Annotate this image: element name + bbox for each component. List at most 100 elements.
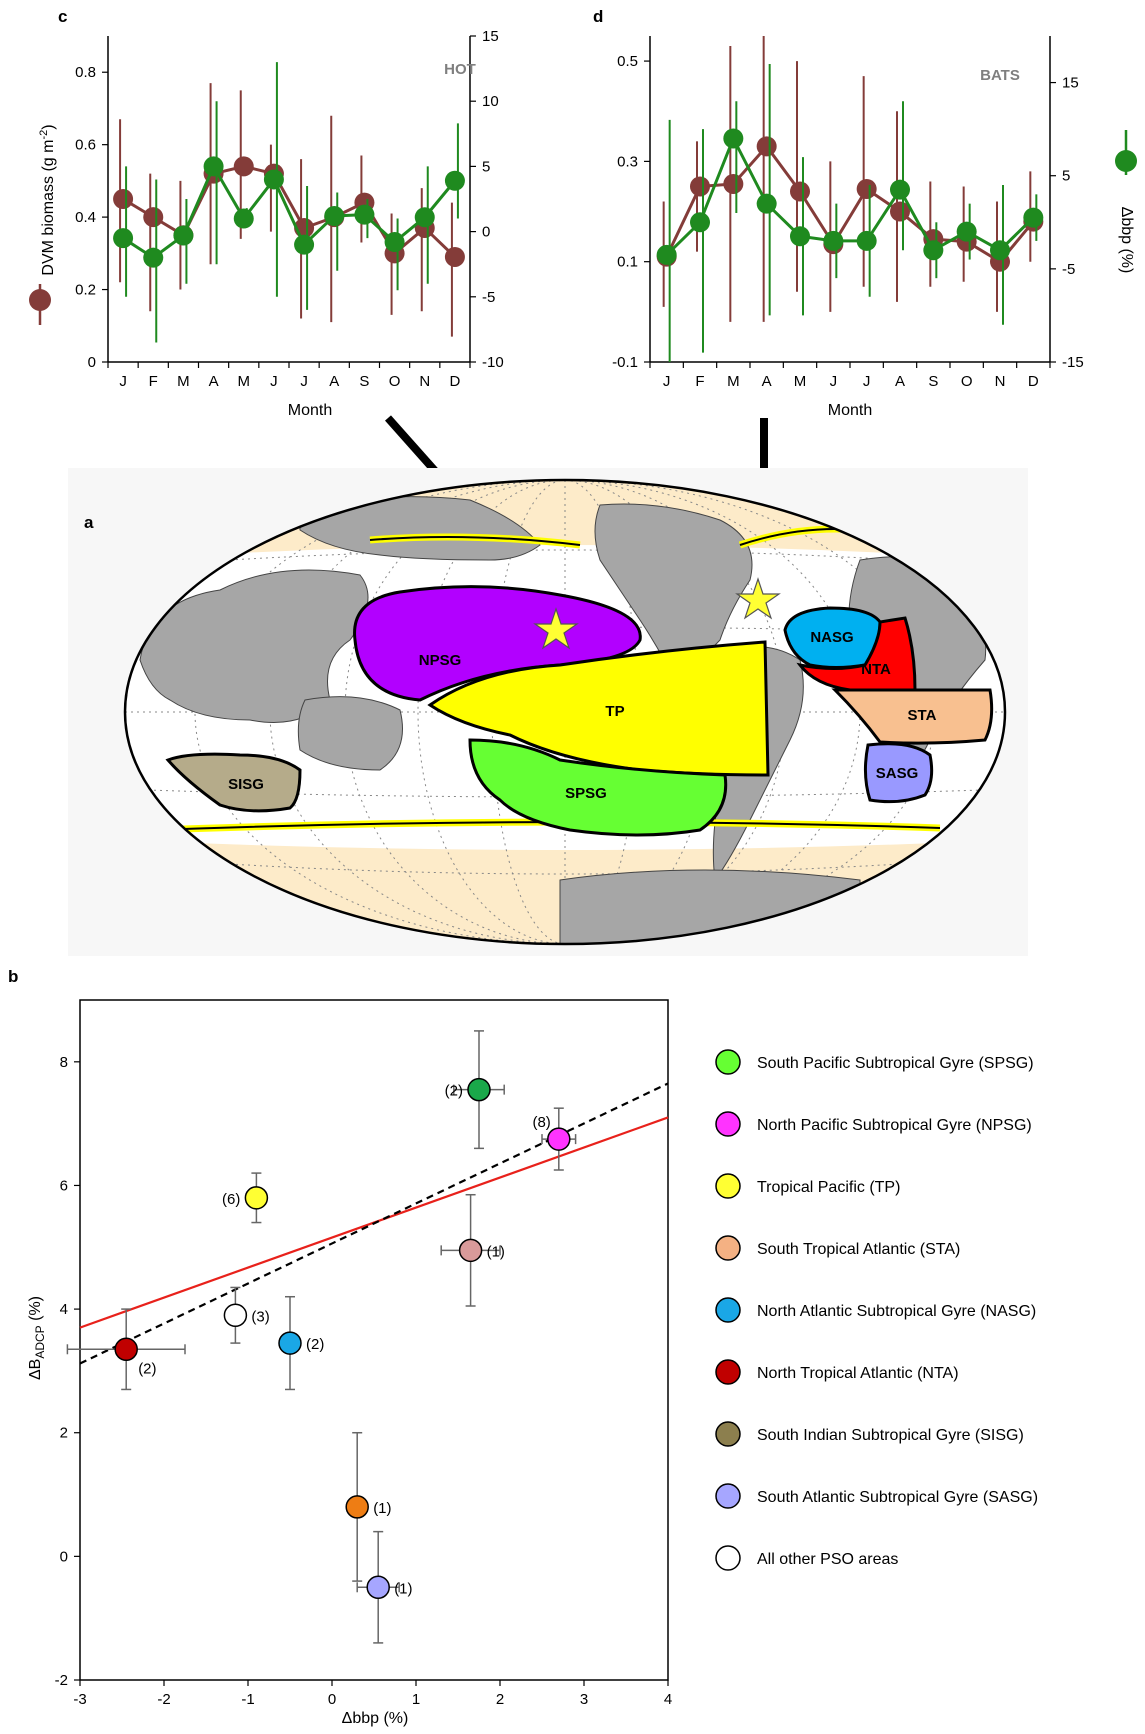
- panel-c-right-tick-label: -5: [482, 289, 495, 306]
- panel-d-bbp-point: [756, 193, 777, 214]
- scatter-point-group: (8): [532, 1107, 577, 1171]
- region-label-sasg: SASG: [876, 765, 919, 782]
- panel-c-left-tick-label: 0: [88, 354, 96, 371]
- panel-c-bbp-point: [113, 228, 134, 249]
- panel-d-right-tick-label: 5: [1062, 168, 1070, 185]
- land-siberia: [299, 496, 541, 561]
- panel-c-bbp-point: [294, 234, 315, 255]
- panel-b-x-tick-label: -1: [241, 1691, 254, 1708]
- scatter-point: [366, 1575, 390, 1600]
- panel-d-bbp-point: [856, 230, 877, 251]
- panel-c-dvm-point: [143, 207, 164, 228]
- legend-item: South Tropical Atlantic (STA): [715, 1235, 960, 1261]
- panel-d-bbp-point: [823, 230, 844, 251]
- panel-c-ylabel-left-sup: -2: [38, 130, 50, 140]
- panel-d-bats-chart: d -0.1 0.1 0.3 0.5 -15 -5 5 15 J F M A M J J A S O N D BATS…: [593, 7, 1137, 419]
- panel-b-ylabel-suffix: (%): [27, 1296, 44, 1325]
- panel-c-bbp-point: [203, 156, 224, 177]
- panel-d-dvm-point: [690, 176, 710, 197]
- panel-d-month-label: J: [663, 373, 671, 390]
- scatter-point-group: (2): [278, 1295, 324, 1391]
- panel-d-month-label: M: [727, 373, 740, 390]
- panel-d-series-bbp: [656, 63, 1044, 362]
- legend-swatch: [715, 1173, 741, 1199]
- panel-c-ylabel-left-suffix: ): [40, 124, 57, 129]
- region-label-sisg: SISG: [228, 776, 264, 793]
- region-sta: [831, 688, 994, 745]
- legend-item: North Tropical Atlantic (NTA): [715, 1359, 959, 1385]
- panel-c-station-tag: HOT: [444, 61, 476, 78]
- panel-d-bbp-point: [990, 240, 1010, 261]
- legend-label: All other PSO areas: [757, 1551, 898, 1568]
- panel-c-right-tick-label: 15: [482, 28, 499, 45]
- panel-d-dvm-point: [723, 173, 744, 194]
- panel-d-right-tick-label: -5: [1062, 261, 1075, 278]
- panel-d-month-label: D: [1028, 373, 1039, 390]
- panel-b-frame: [79, 999, 669, 1681]
- legend-item: North Atlantic Subtropical Gyre (NASG): [715, 1297, 1036, 1323]
- panel-b-x-tick-label: 3: [580, 1691, 588, 1708]
- panel-d-month-label: F: [695, 373, 704, 390]
- bats-station-star: [735, 577, 781, 620]
- scatter-point: [345, 1495, 369, 1519]
- panel-b-fit-lines: [79, 1082, 669, 1365]
- panel-c-month-label: F: [149, 373, 158, 390]
- panel-c-month-label: N: [419, 373, 430, 390]
- legend-label: Tropical Pacific (TP): [757, 1179, 900, 1196]
- scatter-point: [244, 1186, 269, 1210]
- panel-c-bbp-point: [444, 170, 465, 191]
- legend-swatch: [715, 1049, 741, 1075]
- panel-b-ylabel-main: ΔB: [27, 1359, 44, 1380]
- panel-d-month-label: J: [863, 373, 871, 390]
- panel-d-axes: -0.1 0.1 0.3 0.5 -15 -5 5 15 J F M A M J J A S O N D: [612, 36, 1084, 390]
- scatter-point: [547, 1127, 571, 1151]
- panel-d-bbp-legend-marker: [1115, 130, 1137, 175]
- panel-c-month-label: M: [177, 373, 190, 390]
- legend-label: North Tropical Atlantic (NTA): [757, 1365, 959, 1382]
- region-spsg: [468, 738, 728, 837]
- panel-b-x-tick-label: 0: [328, 1691, 336, 1708]
- panel-c-right-tick-label: 10: [482, 93, 499, 110]
- panel-d-ylabel-right: Δbbp (%): [1118, 207, 1135, 274]
- panel-d-left-tick-label: -0.1: [612, 354, 638, 371]
- scatter-point-count-label: (3): [251, 1308, 269, 1325]
- scatter-point-group: (1): [345, 1431, 392, 1582]
- panel-c-bbp-point: [233, 208, 254, 229]
- panel-d-bbp-point: [890, 179, 910, 200]
- legend-item: Tropical Pacific (TP): [715, 1173, 900, 1199]
- bbp-legend-dot: [1115, 150, 1137, 172]
- panel-c-month-label: A: [329, 373, 339, 390]
- scatter-point-count-label: (6): [222, 1191, 240, 1208]
- panel-d-month-label: A: [762, 373, 772, 390]
- legend-swatch: [715, 1235, 741, 1261]
- panel-d-left-tick-label: 0.3: [617, 153, 638, 170]
- region-label-nta: NTA: [861, 661, 891, 678]
- north-pacific-boundary: [369, 535, 581, 546]
- panel-b-y-tick-label: 8: [60, 1054, 68, 1071]
- legend-item: South Atlantic Subtropical Gyre (SASG): [715, 1483, 1038, 1509]
- panel-d-dvm-point: [790, 181, 810, 202]
- panel-c-right-tick-label: -10: [482, 354, 504, 371]
- panel-c-right-tick-label: 5: [482, 158, 490, 175]
- panel-d-month-label: S: [928, 373, 938, 390]
- legend-item: South Indian Subtropical Gyre (SISG): [715, 1421, 1024, 1447]
- fit-line-black: [79, 1082, 669, 1365]
- panel-d-bbp-point: [923, 240, 944, 261]
- legend-label: South Pacific Subtropical Gyre (SPSG): [757, 1055, 1034, 1072]
- panel-b-ylabel: ΔBADCP (%): [27, 1296, 47, 1380]
- panel-c-series-bbp: [113, 62, 465, 343]
- panel-b-y-tick-label: 6: [60, 1177, 68, 1194]
- scatter-point: [467, 1077, 491, 1102]
- legend-label: South Atlantic Subtropical Gyre (SASG): [757, 1489, 1038, 1506]
- globe-outline: [123, 478, 1007, 946]
- scatter-point-count-label: (1): [373, 1500, 391, 1517]
- scatter-point-group: (3): [223, 1286, 270, 1344]
- legend-swatch: [715, 1359, 741, 1385]
- legend-item: North Pacific Subtropical Gyre (NPSG): [715, 1111, 1032, 1137]
- panel-c-bbp-point: [263, 169, 284, 190]
- panel-d-dvm-point: [890, 201, 910, 222]
- region-label-tp: TP: [605, 703, 624, 720]
- scatter-point-count-label: (2): [138, 1360, 156, 1377]
- region-label-spsg: SPSG: [565, 785, 607, 802]
